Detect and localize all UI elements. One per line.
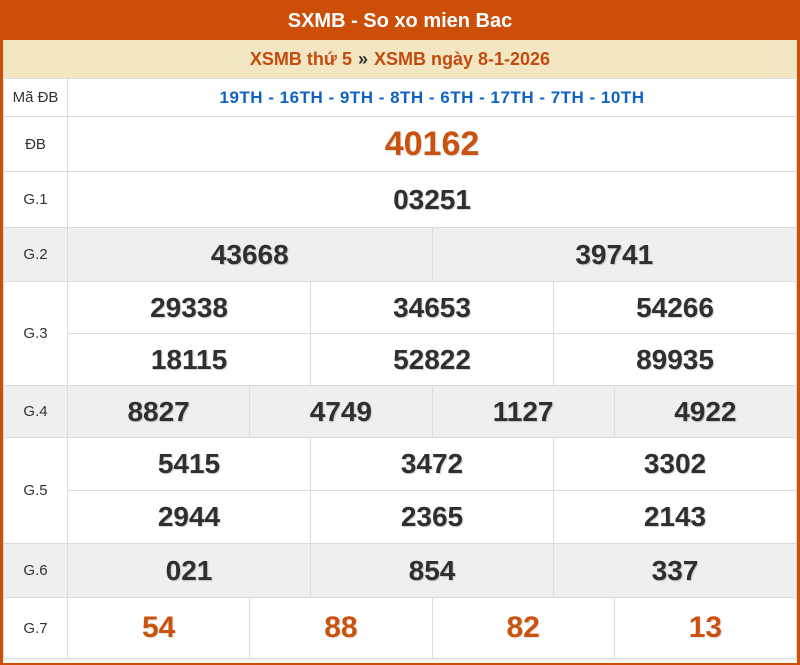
prize-cell-ma-db-1-1: 19TH - 16TH - 9TH - 8TH - 6TH - 17TH - 7… (67, 78, 797, 117)
prize-value-g4-1-3: 1127 (492, 395, 554, 427)
prize-value-g4-1-2: 4749 (309, 395, 373, 427)
prize-label-g7: G.7 (3, 597, 68, 659)
prize-row-g7: G.7 54 88 82 13 (3, 597, 798, 659)
prize-value-ma-db-1-1: 19TH - 16TH - 9TH - 8TH - 6TH - 17TH - 7… (219, 87, 645, 107)
prize-label-db: ĐB (3, 116, 68, 172)
prize-value-g3-1-1: 29338 (150, 291, 228, 323)
prize-cell-g4-1-3: 1127 (431, 385, 615, 438)
prize-cell-g3-2-2: 52822 (310, 333, 554, 386)
page-title: SXMB - So xo mien Bac (3, 3, 797, 40)
prize-cell-g7-1-3: 82 (431, 597, 615, 659)
breadcrumb: XSMB thứ 5» XSMB ngày 8-1-2026 (3, 40, 797, 78)
prize-cell-db-1-1: 40162 (67, 116, 797, 172)
prize-row-g5-1: G.5 5415 3472 3302 (3, 437, 797, 544)
prize-value-g5-2-2: 2365 (400, 501, 464, 532)
prize-value-g7-1-3: 82 (506, 611, 540, 644)
prize-row-g2: G.2 43668 39741 (3, 227, 797, 282)
prize-cell-g2-1-1: 43668 (67, 227, 433, 282)
prize-value-g5-1-1: 5415 (157, 448, 221, 479)
prize-value-g3-1-2: 34653 (393, 291, 471, 323)
prize-cell-g3-1-2: 34653 (310, 281, 554, 334)
prize-value-g3-2-3: 89935 (636, 343, 714, 375)
prize-row-ma-db: Mã ĐB 19TH - 16TH - 9TH - 8TH - 6TH - 17T… (3, 78, 797, 117)
prize-cell-g6-1-3: 337 (553, 543, 797, 598)
prize-value-g7-1-4: 13 (688, 611, 723, 644)
prize-value-g2-1-1: 43668 (210, 238, 289, 270)
prize-cell-g5-2-2: 2365 (310, 490, 554, 544)
prize-cell-g3-1-1: 29338 (67, 281, 311, 334)
prize-label-g1: G.1 (3, 171, 68, 228)
prize-value-g4-1-1: 8827 (127, 395, 190, 427)
prize-value-g2-1-2: 39741 (575, 238, 654, 270)
prize-value-g6-1-2: 854 (408, 554, 456, 586)
prize-label-ma-db: Mã ĐB (3, 78, 68, 117)
prize-value-g5-1-2: 3472 (400, 448, 464, 479)
prize-row-g6: G.6 021 854 337 (3, 543, 797, 598)
prize-value-g7-1-1: 54 (141, 611, 176, 644)
prize-row-g3-2: 18115 52822 89935 (4, 333, 797, 386)
prize-cell-g7-1-1: 54 (66, 597, 251, 659)
prize-value-g6-1-1: 021 (165, 554, 213, 586)
prize-row-g3-1: G.3 29338 34653 54266 (3, 281, 797, 386)
prize-value-g3-2-1: 18115 (150, 343, 228, 375)
breadcrumb-separator: » (357, 49, 368, 69)
prize-row-g4: G.4 8827 4749 1127 4922 (3, 385, 798, 438)
prize-cell-g4-1-1: 8827 (66, 385, 251, 438)
prize-cell-g2-1-2: 39741 (431, 227, 797, 282)
prize-cell-g4-1-2: 4749 (249, 385, 433, 438)
prize-cell-g3-2-1: 18115 (67, 333, 311, 386)
prize-cell-g6-1-2: 854 (310, 543, 554, 598)
prize-cell-g5-1-2: 3472 (310, 437, 554, 491)
prize-value-g7-1-2: 88 (324, 611, 358, 644)
prize-cell-g7-1-2: 88 (249, 597, 433, 659)
results-table: Mã ĐB 19TH - 16TH - 9TH - 8TH - 6TH - 17T… (3, 78, 798, 659)
prize-label-g5: G.5 (3, 437, 68, 544)
prize-cell-g6-1-1: 021 (67, 543, 311, 598)
prize-value-g5-2-1: 2944 (157, 501, 221, 532)
prize-cell-g7-1-4: 13 (613, 597, 798, 659)
prize-label-g3: G.3 (3, 281, 68, 386)
prize-row-g5-2: 2944 2365 2143 (4, 490, 797, 544)
prize-value-g1-1-1: 03251 (393, 183, 471, 215)
breadcrumb-link-day[interactable]: XSMB thứ 5 (249, 49, 352, 69)
prize-value-g5-2-3: 2143 (643, 501, 707, 532)
breadcrumb-link-date[interactable]: XSMB ngày 8-1-2026 (373, 49, 551, 69)
prize-row-g1: G.1 03251 (3, 171, 797, 228)
prize-value-g3-2-2: 52822 (393, 343, 471, 375)
prize-label-g4: G.4 (3, 385, 68, 438)
prize-cell-g5-2-3: 2143 (553, 490, 797, 544)
prize-value-g3-1-3: 54266 (636, 291, 714, 323)
page-title-text: SXMB - So xo mien Bac (287, 10, 513, 32)
prize-value-g6-1-3: 337 (651, 554, 699, 586)
prize-cell-g1-1-1: 03251 (67, 171, 797, 228)
prize-label-g2: G.2 (3, 227, 68, 282)
prize-label-g6: G.6 (3, 543, 68, 598)
prize-cell-g3-1-3: 54266 (553, 281, 797, 334)
prize-cell-g5-1-1: 5415 (67, 437, 311, 491)
prize-cell-g3-2-3: 89935 (553, 333, 797, 386)
prize-value-db-1-1: 40162 (384, 124, 480, 163)
prize-cell-g4-1-4: 4922 (613, 385, 798, 438)
prize-cell-g5-1-3: 3302 (553, 437, 797, 491)
prize-value-g4-1-4: 4922 (674, 395, 737, 427)
prize-row-db: ĐB 40162 (3, 116, 797, 172)
prize-value-g5-1-3: 3302 (643, 448, 707, 479)
prize-cell-g5-2-1: 2944 (67, 490, 311, 544)
